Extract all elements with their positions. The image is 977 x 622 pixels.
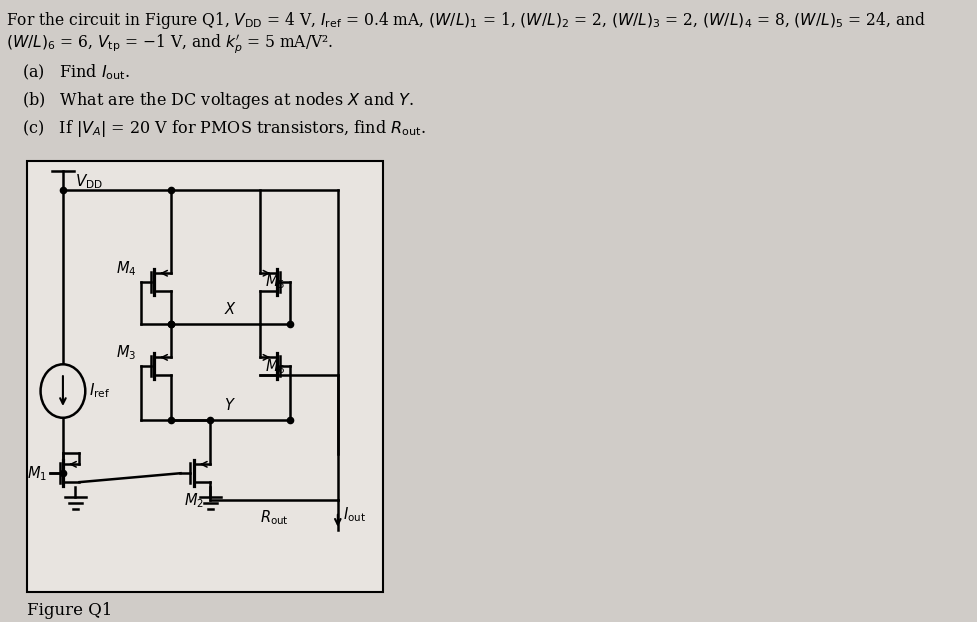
Text: $M_5$: $M_5$ bbox=[265, 273, 285, 292]
Text: $M_4$: $M_4$ bbox=[116, 259, 137, 278]
Text: Figure Q1: Figure Q1 bbox=[27, 602, 112, 619]
Bar bbox=[27, 161, 383, 592]
Text: $X$: $X$ bbox=[224, 301, 236, 317]
Text: $V_{\mathrm{DD}}$: $V_{\mathrm{DD}}$ bbox=[75, 172, 104, 191]
Text: (a)   Find $I_{\mathrm{out}}$.: (a) Find $I_{\mathrm{out}}$. bbox=[21, 62, 130, 81]
Text: $Y$: $Y$ bbox=[225, 397, 236, 413]
Text: $I_{\mathrm{ref}}$: $I_{\mathrm{ref}}$ bbox=[90, 382, 110, 401]
Text: (b)   What are the DC voltages at nodes $X$ and $Y$.: (b) What are the DC voltages at nodes $X… bbox=[21, 90, 414, 111]
Circle shape bbox=[41, 364, 85, 418]
Text: For the circuit in Figure Q1, $V_{\mathrm{DD}}$ = 4 V, $I_{\mathrm{ref}}$ = 0.4 : For the circuit in Figure Q1, $V_{\mathr… bbox=[6, 10, 925, 31]
Text: $R_{\mathrm{out}}$: $R_{\mathrm{out}}$ bbox=[260, 508, 288, 527]
Text: $M_3$: $M_3$ bbox=[116, 343, 137, 363]
Text: $I_{\mathrm{out}}$: $I_{\mathrm{out}}$ bbox=[343, 506, 365, 524]
Text: $M_2$: $M_2$ bbox=[184, 491, 204, 510]
Text: (c)   If $|V_A|$ = 20 V for PMOS transistors, find $R_{\mathrm{out}}$.: (c) If $|V_A|$ = 20 V for PMOS transisto… bbox=[21, 118, 425, 139]
Text: $M_1$: $M_1$ bbox=[27, 464, 47, 483]
Text: $M_6$: $M_6$ bbox=[265, 357, 285, 376]
Text: $(W/L)_6$ = 6, $V_{\mathrm{tp}}$ = −1 V, and $k_p'$ = 5 mA/V².: $(W/L)_6$ = 6, $V_{\mathrm{tp}}$ = −1 V,… bbox=[6, 33, 333, 56]
